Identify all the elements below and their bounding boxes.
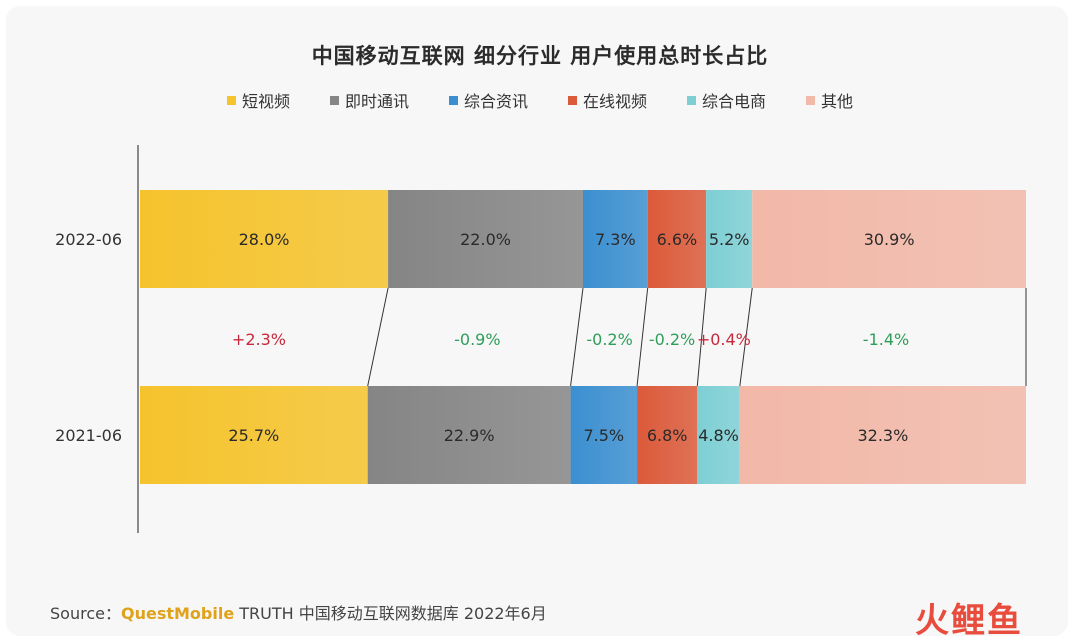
data-label: 5.2%	[709, 230, 750, 249]
data-label: 30.9%	[864, 230, 915, 249]
category-label: 2022-06	[55, 230, 122, 249]
data-label: 7.3%	[595, 230, 636, 249]
legend-swatch	[448, 95, 458, 105]
bar-segment	[752, 190, 1026, 288]
legend-swatch	[687, 95, 697, 105]
change-label: +0.4%	[697, 330, 751, 349]
legend-item: 短视频	[226, 88, 290, 112]
bar-segment	[140, 386, 368, 484]
legend-item: 即时通讯	[329, 88, 409, 112]
data-label: 4.8%	[698, 426, 739, 445]
source-text: TRUTH 中国移动互联网数据库 2022年6月	[234, 604, 547, 623]
legend-item: 综合电商	[687, 88, 766, 112]
legend-item: 在线视频	[568, 88, 647, 112]
legend-swatch	[329, 95, 339, 105]
data-label: 6.6%	[657, 230, 698, 249]
data-label: 32.3%	[857, 426, 908, 445]
legend-label: 其他	[821, 92, 854, 111]
bar-segment	[367, 386, 571, 484]
change-label: -0.9%	[454, 330, 500, 349]
connector-line	[367, 287, 389, 387]
chart-title: 中国移动互联网 细分行业 用户使用总时长占比	[311, 44, 769, 68]
source-label: Source：	[50, 604, 121, 623]
change-label: -0.2%	[649, 330, 695, 349]
bar-segment	[388, 190, 583, 288]
connector-line	[570, 287, 584, 387]
change-label: -0.2%	[586, 330, 632, 349]
legend-swatch	[226, 95, 236, 105]
connector-line	[636, 287, 649, 387]
data-label: 6.8%	[647, 426, 688, 445]
bar-segment	[647, 190, 707, 288]
bar-segment	[637, 386, 698, 484]
bar-segment	[697, 386, 740, 484]
legend-label: 短视频	[241, 92, 290, 111]
data-label: 22.9%	[444, 426, 495, 445]
legend-swatch	[806, 95, 816, 105]
change-label: -1.4%	[863, 330, 909, 349]
legend-item: 其他	[806, 88, 853, 112]
source-brand: QuestMobile	[120, 604, 235, 623]
connector-line	[739, 287, 753, 387]
legend-label: 即时通讯	[344, 92, 409, 111]
data-label: 7.5%	[583, 426, 624, 445]
bar-segment	[739, 386, 1026, 484]
bar-segment	[140, 190, 389, 288]
connector-line	[696, 287, 707, 387]
data-label: 28.0%	[239, 230, 290, 249]
legend-item: 综合资讯	[448, 88, 528, 112]
change-label: +2.3%	[232, 330, 286, 349]
bar-segment	[583, 190, 648, 288]
data-label: 25.7%	[228, 426, 279, 445]
bar-segment	[570, 386, 638, 484]
chart-card	[6, 6, 1068, 636]
source-note: Source：QuestMobile TRUTH 中国移动互联网数据库 2022…	[50, 600, 547, 624]
legend-label: 综合电商	[702, 92, 767, 111]
chart-legend: 短视频 即时通讯 综合资讯 在线视频 综合电商 其他	[0, 88, 1080, 112]
category-label: 2021-06	[55, 426, 122, 445]
legend-label: 综合资讯	[463, 92, 528, 111]
legend-swatch	[568, 95, 577, 105]
watermark-logo: 火鲤鱼	[915, 601, 1023, 641]
legend-label: 在线视频	[583, 92, 648, 111]
bar-segment	[706, 190, 753, 288]
data-label: 22.0%	[460, 230, 511, 249]
